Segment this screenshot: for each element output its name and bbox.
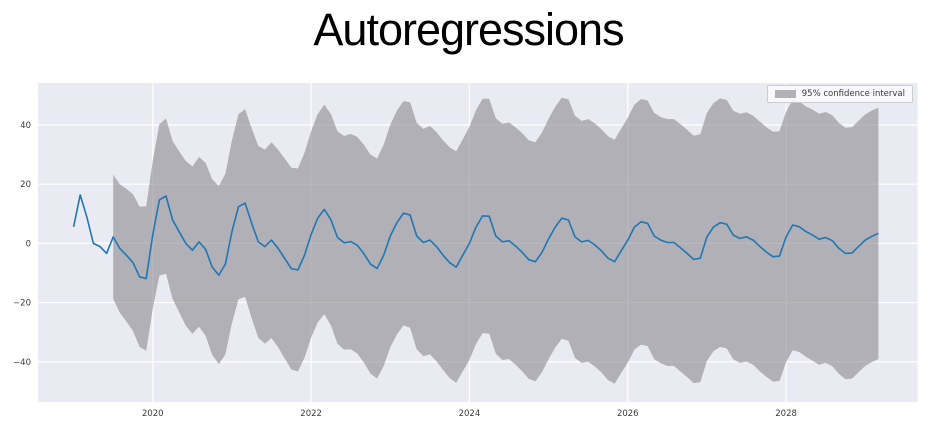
y-tick-label: −40 [13,358,31,368]
x-axis-tick-labels: 2020 2022 2024 2026 2028 [142,409,797,419]
x-tick-label: 2024 [459,409,481,419]
x-tick-label: 2020 [142,409,164,419]
confidence-band [113,97,879,384]
x-tick-label: 2022 [300,409,322,419]
y-tick-label: 20 [20,180,31,190]
legend: 95% confidence interval [766,85,913,103]
y-tick-label: 0 [26,239,31,249]
x-tick-label: 2026 [617,409,639,419]
y-tick-label: −20 [13,299,31,309]
y-tick-label: 40 [20,121,31,131]
chart-title: Autoregressions [313,4,624,55]
x-tick-label: 2028 [775,409,797,419]
forecast-line [72,194,879,280]
legend-swatch-confidence-band [774,89,796,98]
y-axis-tick-labels: −40 −20 0 20 40 [13,121,31,368]
legend-label: 95% confidence interval [801,88,905,99]
